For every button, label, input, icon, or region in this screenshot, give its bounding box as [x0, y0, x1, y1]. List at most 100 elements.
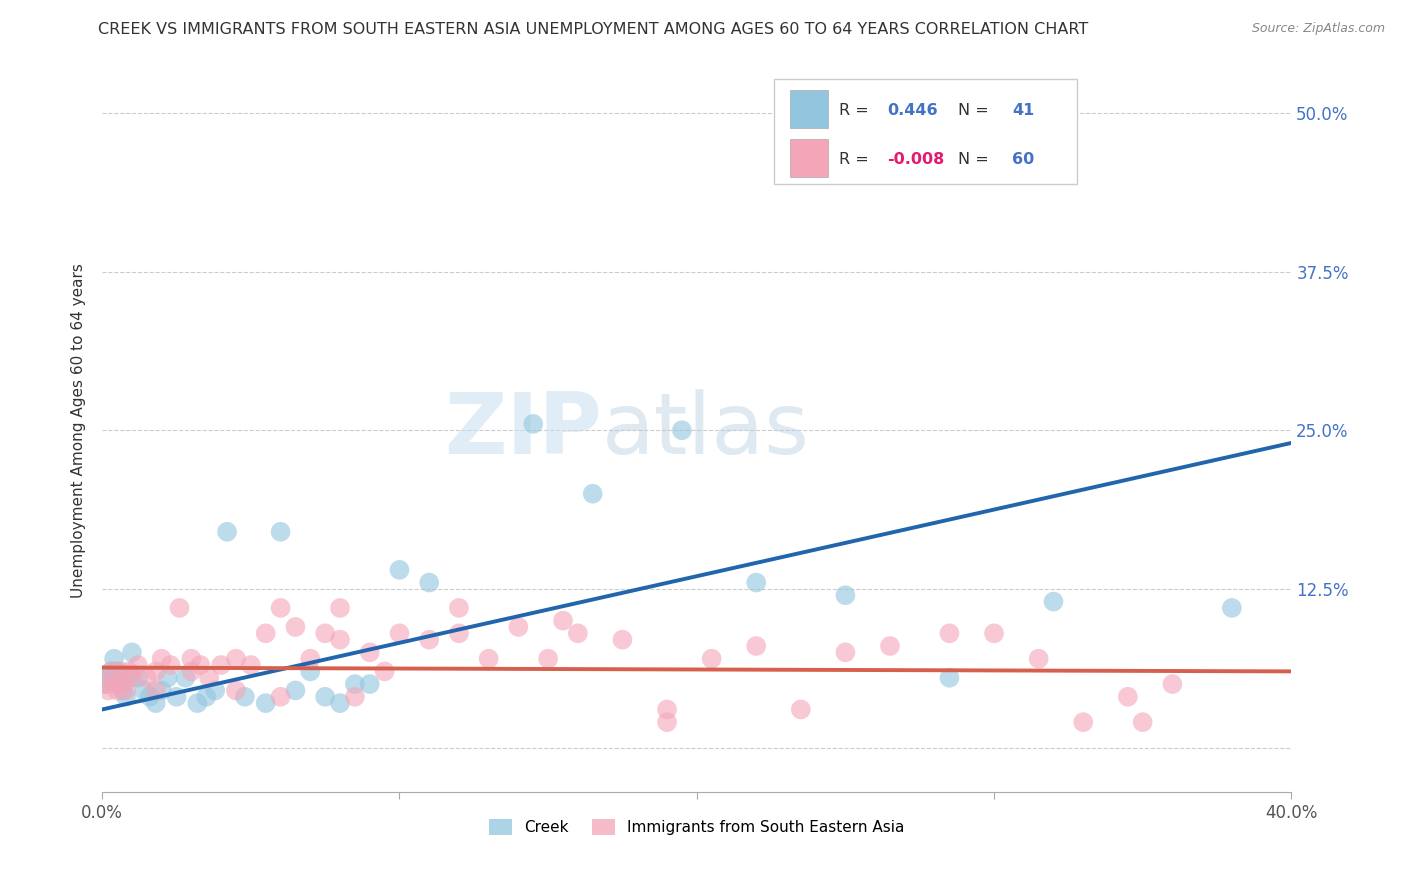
- Point: [254, 626, 277, 640]
- Point: [359, 645, 381, 659]
- Point: [551, 614, 574, 628]
- Point: [97, 683, 120, 698]
- Point: [745, 575, 768, 590]
- Point: [100, 665, 122, 679]
- Point: [343, 677, 366, 691]
- Point: [537, 651, 560, 665]
- Point: [447, 601, 470, 615]
- Point: [700, 651, 723, 665]
- Point: [1028, 651, 1050, 665]
- Point: [938, 626, 960, 640]
- Text: Source: ZipAtlas.com: Source: ZipAtlas.com: [1251, 22, 1385, 36]
- Point: [239, 658, 262, 673]
- Point: [135, 671, 157, 685]
- Point: [225, 651, 247, 665]
- Point: [655, 702, 678, 716]
- Point: [1042, 594, 1064, 608]
- Point: [284, 683, 307, 698]
- Text: R =: R =: [839, 103, 875, 118]
- Text: N =: N =: [959, 152, 994, 167]
- Point: [108, 665, 131, 679]
- Text: 60: 60: [1012, 152, 1035, 167]
- Point: [834, 645, 856, 659]
- Point: [180, 651, 202, 665]
- Point: [115, 690, 138, 704]
- Point: [1116, 690, 1139, 704]
- FancyBboxPatch shape: [790, 139, 828, 177]
- Point: [284, 620, 307, 634]
- Point: [612, 632, 634, 647]
- Point: [127, 658, 149, 673]
- Point: [745, 639, 768, 653]
- Point: [217, 524, 239, 539]
- Point: [314, 690, 336, 704]
- Point: [180, 665, 202, 679]
- Point: [671, 423, 693, 437]
- Point: [145, 665, 167, 679]
- Point: [1220, 601, 1243, 615]
- Point: [478, 651, 501, 665]
- Point: [186, 696, 208, 710]
- Text: atlas: atlas: [602, 389, 810, 472]
- Point: [209, 658, 232, 673]
- Point: [156, 671, 179, 685]
- Point: [159, 658, 181, 673]
- Text: CREEK VS IMMIGRANTS FROM SOUTH EASTERN ASIA UNEMPLOYMENT AMONG AGES 60 TO 64 YEA: CREEK VS IMMIGRANTS FROM SOUTH EASTERN A…: [98, 22, 1088, 37]
- Point: [145, 683, 167, 698]
- Point: [105, 683, 128, 698]
- Point: [299, 651, 322, 665]
- Point: [195, 690, 218, 704]
- Point: [198, 671, 221, 685]
- Point: [111, 683, 134, 698]
- Point: [388, 563, 411, 577]
- Point: [329, 696, 352, 710]
- Point: [582, 486, 605, 500]
- Point: [97, 671, 120, 685]
- Point: [1132, 715, 1154, 730]
- Point: [118, 665, 141, 679]
- Point: [418, 575, 440, 590]
- FancyBboxPatch shape: [775, 79, 1077, 185]
- Point: [254, 696, 277, 710]
- Point: [94, 677, 117, 691]
- Point: [299, 665, 322, 679]
- Point: [418, 632, 440, 647]
- Point: [938, 671, 960, 685]
- Point: [790, 702, 813, 716]
- Point: [94, 677, 117, 691]
- Point: [118, 671, 141, 685]
- Point: [270, 690, 292, 704]
- Legend: Creek, Immigrants from South Eastern Asia: Creek, Immigrants from South Eastern Asi…: [489, 819, 904, 835]
- Point: [233, 690, 256, 704]
- Point: [343, 690, 366, 704]
- Point: [314, 626, 336, 640]
- Point: [127, 671, 149, 685]
- Point: [139, 690, 162, 704]
- Point: [508, 620, 530, 634]
- Point: [108, 677, 131, 691]
- Text: -0.008: -0.008: [887, 152, 945, 167]
- Point: [834, 588, 856, 602]
- Point: [174, 671, 197, 685]
- Point: [522, 417, 544, 431]
- Point: [145, 696, 167, 710]
- FancyBboxPatch shape: [790, 90, 828, 128]
- Point: [169, 601, 191, 615]
- Text: 0.446: 0.446: [887, 103, 938, 118]
- Point: [879, 639, 901, 653]
- Point: [150, 683, 173, 698]
- Text: ZIP: ZIP: [444, 389, 602, 472]
- Point: [225, 683, 247, 698]
- Point: [388, 626, 411, 640]
- Point: [270, 524, 292, 539]
- Text: N =: N =: [959, 103, 994, 118]
- Point: [329, 632, 352, 647]
- Point: [1071, 715, 1094, 730]
- Point: [121, 671, 143, 685]
- Point: [132, 683, 155, 698]
- Point: [103, 651, 125, 665]
- Point: [188, 658, 211, 673]
- Point: [121, 645, 143, 659]
- Point: [204, 683, 226, 698]
- Point: [329, 601, 352, 615]
